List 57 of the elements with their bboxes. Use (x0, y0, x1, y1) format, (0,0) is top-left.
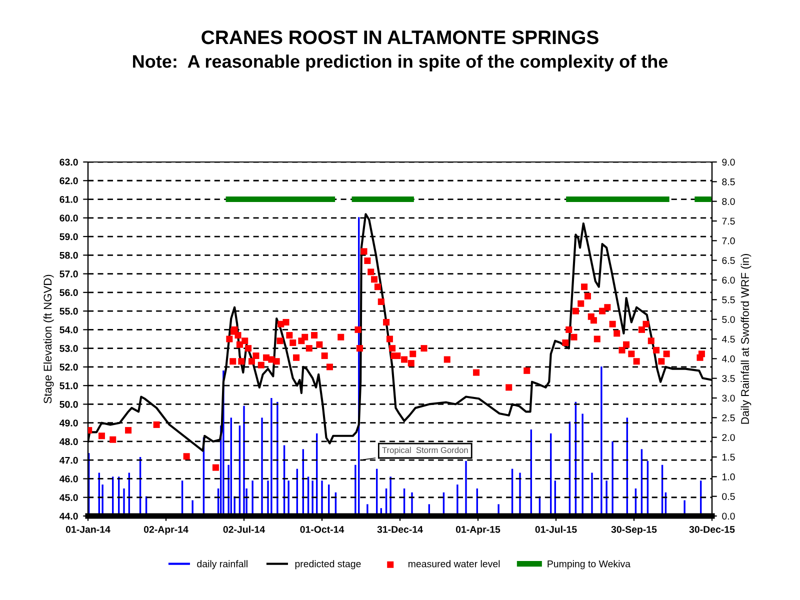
y2-tick-label: 0.5 (722, 493, 735, 500)
y2-tick-label: 3.0 (722, 394, 735, 402)
y-tick-label: 50.0 (60, 400, 78, 408)
y-tick-label: 55.0 (60, 308, 78, 315)
y2-tick-label: 8.0 (722, 198, 735, 205)
x-tick-label: 30-Sep-15 (611, 526, 657, 535)
x-tick-label: 30-Dec-15 (689, 526, 735, 533)
y-tick-label: 52.0 (60, 364, 78, 371)
y-tick-label: 44.0 (60, 512, 78, 520)
x-tick-label: 01-Jul-15 (535, 526, 577, 533)
y2-tick-label: 6.5 (722, 257, 735, 264)
y2-tick-label: 1.0 (722, 473, 735, 480)
x-tick-label: 02-Jul-14 (223, 526, 266, 533)
y2-tick-label: 8.5 (722, 178, 735, 186)
legend-label: measured water level (408, 560, 500, 568)
x-tick-label: 01-Oct-14 (300, 526, 344, 533)
y-tick-label: 62.0 (60, 177, 78, 184)
x-tick-label: 01-Apr-15 (456, 526, 500, 535)
y-tick-label: 48.0 (60, 438, 78, 446)
y2-tick-label: 0.0 (722, 512, 735, 520)
y2-axis-title: Daily Rainfall at Swofford WRF (in) (740, 254, 752, 424)
x-tick-label: 01-Jan-14 (66, 526, 110, 533)
annotation: Tropical Storm Gordon (382, 446, 468, 455)
y-axis-title: Stage Elevation (ft NGVD) (43, 274, 54, 404)
y-tick-label: 60.0 (60, 214, 78, 222)
y2-tick-label: 6.0 (722, 276, 735, 284)
y2-tick-label: 2.0 (722, 434, 735, 441)
y-tick-label: 47.0 (60, 456, 78, 464)
y2-tick-label: 7.0 (722, 237, 735, 244)
y-tick-label: 53.0 (60, 345, 78, 352)
y2-tick-label: 9.0 (722, 158, 735, 166)
legend-label: Pumping to Wekiva (548, 560, 631, 570)
y-tick-label: 63.0 (60, 158, 78, 166)
y2-tick-label: 1.5 (722, 454, 735, 461)
x-tick-label: 02-Apr-14 (144, 526, 188, 535)
y-tick-label: 58.0 (60, 252, 78, 259)
chart-title: CRANES ROOST IN ALTAMONTE SPRINGS (202, 30, 598, 44)
y2-tick-label: 5.5 (722, 296, 735, 304)
y-tick-label: 51.0 (60, 382, 78, 390)
legend-label: predicted stage (295, 560, 361, 570)
y-tick-label: 59.0 (60, 233, 78, 240)
y2-tick-label: 7.5 (722, 218, 735, 225)
y2-tick-label: 2.5 (722, 414, 735, 422)
y-tick-label: 56.0 (60, 289, 78, 296)
y2-tick-label: 3.5 (722, 375, 735, 382)
y-tick-label: 57.0 (60, 270, 78, 278)
y2-tick-label: 4.5 (722, 336, 735, 343)
chart-subtitle: Note: A reasonable prediction in spite of the complexity of the (133, 54, 668, 72)
y-tick-label: 49.0 (60, 420, 78, 426)
y-tick-label: 46.0 (60, 475, 78, 482)
y-tick-label: 61.0 (60, 196, 78, 203)
legend-label: daily rainfall (197, 560, 248, 570)
x-tick-label: 31-Dec-14 (377, 526, 423, 533)
y-tick-label: 54.0 (60, 326, 78, 334)
y2-tick-label: 4.0 (722, 355, 735, 362)
y2-tick-label: 5.0 (722, 316, 735, 323)
y-tick-label: 45.0 (60, 494, 78, 501)
